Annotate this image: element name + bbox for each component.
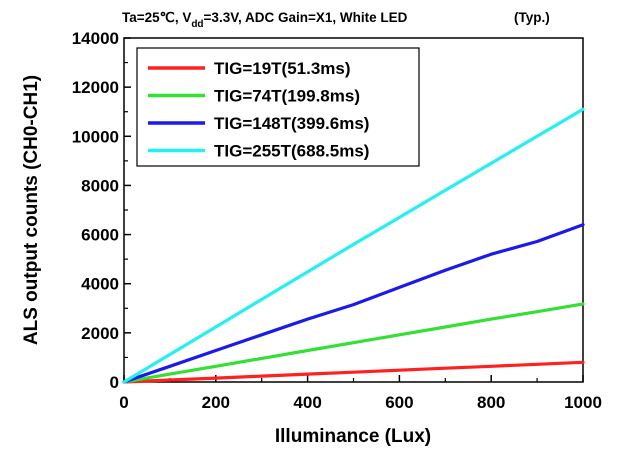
y-tick-label: 6000 [81,226,119,245]
legend-label-2: TIG=74T(199.8ms) [214,87,360,106]
x-tick-label: 1000 [564,393,602,412]
legend-label-1: TIG=19T(51.3ms) [214,59,351,78]
chart-title-part1: Ta=25℃, V [122,10,191,25]
chart-title-part2: =3.3V, ADC Gain=X1, White LED [204,10,408,25]
x-tick-label: 600 [385,393,413,412]
x-tick-label: 0 [119,393,128,412]
y-tick-label: 10000 [72,127,119,146]
series-line-4 [122,107,585,384]
axis-tick-labels: 0 200 400 600 800 100002000400060008000100001… [72,29,602,412]
chart-title-subscript: dd [191,19,203,30]
y-tick-label: 8000 [81,176,119,195]
x-tick-label: 400 [293,393,321,412]
y-tick-label: 0 [110,373,119,392]
legend-label-4: TIG=255T(688.5ms) [214,142,369,161]
series-lines [122,107,585,384]
series-line-2 [122,302,585,384]
y-axis-title: ALS output counts (CH0-CH1) [21,75,42,345]
y-tick-label: 4000 [81,275,119,294]
legend-label-3: TIG=148T(399.6ms) [214,114,369,133]
y-tick-label: 12000 [72,78,119,97]
chart-title-note: (Typ.) [514,10,550,25]
series-line-3 [122,223,585,384]
chart-title: Ta=25℃, Vdd=3.3V, ADC Gain=X1, White LED [122,10,408,30]
y-tick-label: 2000 [81,324,119,343]
x-axis-title: Illuminance (Lux) [275,426,431,447]
legend: TIG=19T(51.3ms) TIG=74T(199.8ms) TIG=148T(… [136,47,420,167]
y-tick-label: 14000 [72,29,119,48]
series-line-1 [122,360,585,384]
x-tick-label: 800 [477,393,505,412]
x-tick-label: 200 [202,393,230,412]
